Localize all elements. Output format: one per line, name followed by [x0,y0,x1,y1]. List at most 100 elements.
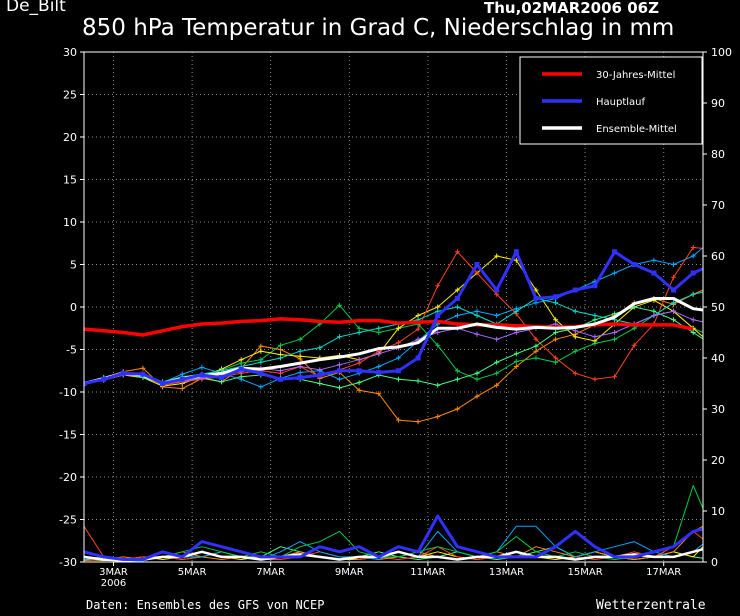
data-point-marker [376,325,382,331]
x-tick-label: 17MAR [646,567,681,578]
x-tick-label: 11MAR [410,567,445,578]
data-point-marker [435,283,441,289]
y-tick-label-left: -5 [66,344,77,357]
data-point-marker [454,406,460,412]
y-tick-label-right: 80 [711,148,725,161]
data-point-marker [258,384,264,390]
data-point-marker [730,347,735,352]
data-point-marker [494,336,500,342]
data-point-marker [572,348,578,354]
data-point-marker [454,249,460,255]
data-point-marker [297,369,303,375]
data-point-marker [395,417,401,423]
data-point-marker [454,376,460,382]
data-point-marker [690,330,696,335]
y-tick-label-left: 25 [63,89,77,102]
data-point-marker [238,374,244,380]
data-point-marker [356,330,362,335]
data-point-marker [474,270,480,276]
data-point-marker [651,308,657,314]
series-marker [572,287,578,293]
y-tick-label-left: 15 [63,174,77,187]
data-point-marker [258,343,264,349]
data-point-marker [474,331,480,337]
x-tick-label: 15MAR [568,567,603,578]
data-point-marker [494,313,500,318]
data-point-marker [612,374,618,380]
series-line [84,250,703,385]
data-point-marker [592,338,598,344]
plot-frame [83,51,704,563]
data-point-marker [140,365,146,371]
data-point-marker [513,257,519,263]
axes: -30 -25 -20 -15 -10 -5 0 5 10 15 20 25 30 0 10 20 30 40 50… [59,46,732,589]
data-point-marker [278,368,284,374]
data-point-marker [572,328,578,334]
data-point-marker [179,386,185,392]
series-marker [533,296,539,301]
data-point-marker [631,342,637,348]
data-point-marker [690,317,696,323]
series-marker [336,368,342,374]
data-point-marker [513,364,519,369]
data-point-marker [474,308,480,314]
data-point-marker [454,287,460,293]
y-tick-label-right: 90 [711,97,725,110]
data-point-marker [612,336,618,342]
data-point-marker [336,302,342,308]
brand-label: Wetterzentrale [596,598,706,613]
legend-label: 30-Jahres-Mittel [596,70,675,81]
y-tick-label-right: 40 [711,352,725,365]
data-point-marker [317,381,323,386]
chart-title: 850 hPa Temperatur in Grad C, Niederschl… [82,15,675,41]
data-point-marker [592,317,598,323]
x-tick-label: 5MAR [178,567,207,578]
data-point-marker [671,308,677,314]
data-point-marker [297,364,303,369]
data-point-marker [376,351,382,357]
data-point-marker [690,245,696,250]
data-point-marker [592,313,598,318]
data-point-marker [572,370,578,376]
data-point-marker [553,359,559,365]
series-marker [631,262,637,267]
x-tick-label: 7MAR [256,567,285,578]
data-point-marker [278,347,284,352]
y-tick-label-right: 100 [711,46,732,59]
data-point-marker [278,342,284,348]
data-point-marker [671,274,677,280]
series-marker [238,366,244,372]
data-point-marker [533,343,539,349]
data-point-marker [592,376,598,382]
series-marker [612,249,618,255]
data-point-marker [553,330,559,335]
y-tick-label-left: 10 [63,216,77,229]
data-point-marker [730,279,735,284]
data-point-marker [612,270,618,276]
data-point-marker [415,326,421,332]
data-point-marker [454,304,460,310]
data-point-marker [474,376,480,382]
series-layer [84,213,735,562]
data-point-marker [435,382,441,388]
data-point-marker [533,287,539,293]
y-tick-label-right: 0 [711,556,718,569]
data-point-marker [317,345,323,351]
data-point-marker [533,336,539,342]
data-point-marker [336,376,342,382]
series-marker [317,372,323,378]
data-point-marker [494,359,500,365]
data-point-marker [356,325,362,331]
series-marker [199,372,205,378]
data-point-marker [376,364,382,369]
data-point-marker [690,253,696,259]
data-point-marker [513,330,519,335]
series-line [84,297,703,385]
y-tick-label-left: 0 [70,301,77,314]
y-tick-label-left: 20 [63,131,77,144]
data-point-marker [395,376,401,382]
data-point-marker [199,364,205,370]
data-point-marker [336,362,342,368]
series-marker [730,213,735,218]
legend: 30-Jahres-Mittel Hauptlauf Ensemble-Mittel [519,56,703,145]
